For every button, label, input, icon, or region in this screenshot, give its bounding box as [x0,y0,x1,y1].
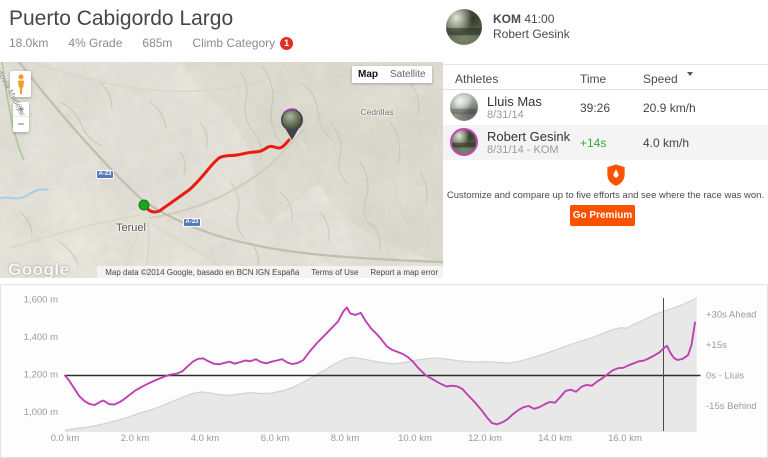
comparison-chart[interactable]: 1,000 m 1,200 m 1,400 m 1,600 m 0.0 km 2.0 km… [0,284,768,458]
athlete-date: 8/31/14 [487,109,524,121]
page-title: Puerto Cabigordo Largo [9,7,234,30]
go-premium-button[interactable]: Go Premium [570,205,635,226]
delta-tick-label: +15s [706,340,727,351]
athlete-time: +14s [580,136,607,150]
delta-tick-label: 0s - Lluis [706,371,744,382]
distance-tick-label: 14.0 km [538,433,572,444]
athlete-time: 39:26 [580,101,611,115]
col-speed[interactable]: Speed [643,72,678,86]
distance-tick-label: 2.0 km [121,433,150,444]
pegman-icon [17,73,24,94]
kom-time: 41:00 [521,12,555,26]
kom-athlete-name[interactable]: Robert Gesink [493,27,570,41]
delta-tick-label: -15s Behind [706,401,757,412]
elevation-edge [64,297,698,431]
stat-elevation: 685m [142,36,173,50]
chart-canvas: 1,000 m 1,200 m 1,400 m 1,600 m 0.0 km 2.0 km… [24,295,757,445]
google-logo[interactable]: Google [8,260,70,278]
distance-tick-label: 4.0 km [191,433,220,444]
segment-route [142,138,291,214]
road-shield-a23: A-23 [183,218,201,227]
map-zoom-control: + − [13,102,29,132]
athlete-name[interactable]: Lluis Mas [487,94,542,109]
map-button[interactable]: Map [352,66,384,83]
distance-tick-label: 12.0 km [468,433,502,444]
segment-stats: 18.0km 4% Grade 685m Climb Category 1 [9,36,294,50]
athlete-speed: 4.0 km/h [643,136,690,150]
climb-category-badge: 1 [280,36,294,50]
segment-map[interactable]: Map Satellite + − Teruel Cedrillas Autov… [0,62,443,278]
stat-distance: 18.0km [9,36,49,50]
elevation-area [65,298,697,432]
stat-climb-category: Climb Category 1 [192,36,294,50]
start-marker-icon [138,199,150,211]
zoom-out-button[interactable]: − [17,117,25,131]
athlete-avatar[interactable] [450,93,478,121]
map-canvas [0,62,443,278]
athletes-panel: Athletes Time Speed Lluis Mas 8/31/14 39… [443,62,768,278]
premium-shield-icon [606,163,626,192]
kom-label: KOM [493,12,521,26]
kom-block: KOM 41:00 Robert Gesink [446,9,570,45]
elevation-tick-label: 1,400 m [24,332,58,343]
time-delta-line [64,306,696,426]
premium-promo-text: Customize and compare up to five efforts… [446,190,765,201]
distance-tick-label: 10.0 km [398,433,432,444]
delta-tick-label: +30s Ahead [706,310,756,321]
pegman-control[interactable] [10,71,31,97]
col-athletes[interactable]: Athletes [455,72,499,86]
map-attribution: Map data ©2014 Google, basado en BCN IGN… [97,266,443,278]
map-label-teruel: Teruel [116,222,146,234]
distance-tick-label: 16.0 km [608,433,642,444]
elevation-tick-label: 1,200 m [24,370,58,381]
athlete-row[interactable]: Robert Gesink 8/31/14 - KOM +14s 4.0 km/… [443,125,768,160]
terms-link[interactable]: Terms of Use [311,267,359,277]
table-header: Athletes Time Speed [443,64,768,90]
athlete-row[interactable]: Lluis Mas 8/31/14 39:26 20.9 km/h [443,90,768,125]
finish-marker-icon [281,108,303,140]
elevation-tick-label: 1,000 m [24,407,58,418]
zoom-in-button[interactable]: + [13,102,29,117]
athlete-avatar[interactable] [450,128,478,156]
report-map-error-link[interactable]: Report a map error [370,267,438,277]
distance-tick-label: 0.0 km [51,433,80,444]
athlete-name[interactable]: Robert Gesink [487,129,571,144]
map-type-toggle: Map Satellite [352,66,432,83]
athlete-speed: 20.9 km/h [643,101,696,115]
kom-avatar[interactable] [446,9,482,45]
elevation-tick-label: 1,600 m [24,295,58,306]
col-time[interactable]: Time [580,72,607,86]
attribution-text: Map data ©2014 Google, basado en BCN IGN… [105,267,300,277]
map-label-cedrillas: Cedrillas [360,107,394,117]
stat-grade: 4% Grade [68,36,123,50]
satellite-button[interactable]: Satellite [384,66,432,83]
distance-tick-label: 8.0 km [331,433,360,444]
athlete-date: 8/31/14 - KOM [487,144,559,156]
sort-caret-icon[interactable] [687,72,693,76]
road-shield-a23: A-23 [96,170,114,179]
distance-tick-label: 6.0 km [261,433,290,444]
